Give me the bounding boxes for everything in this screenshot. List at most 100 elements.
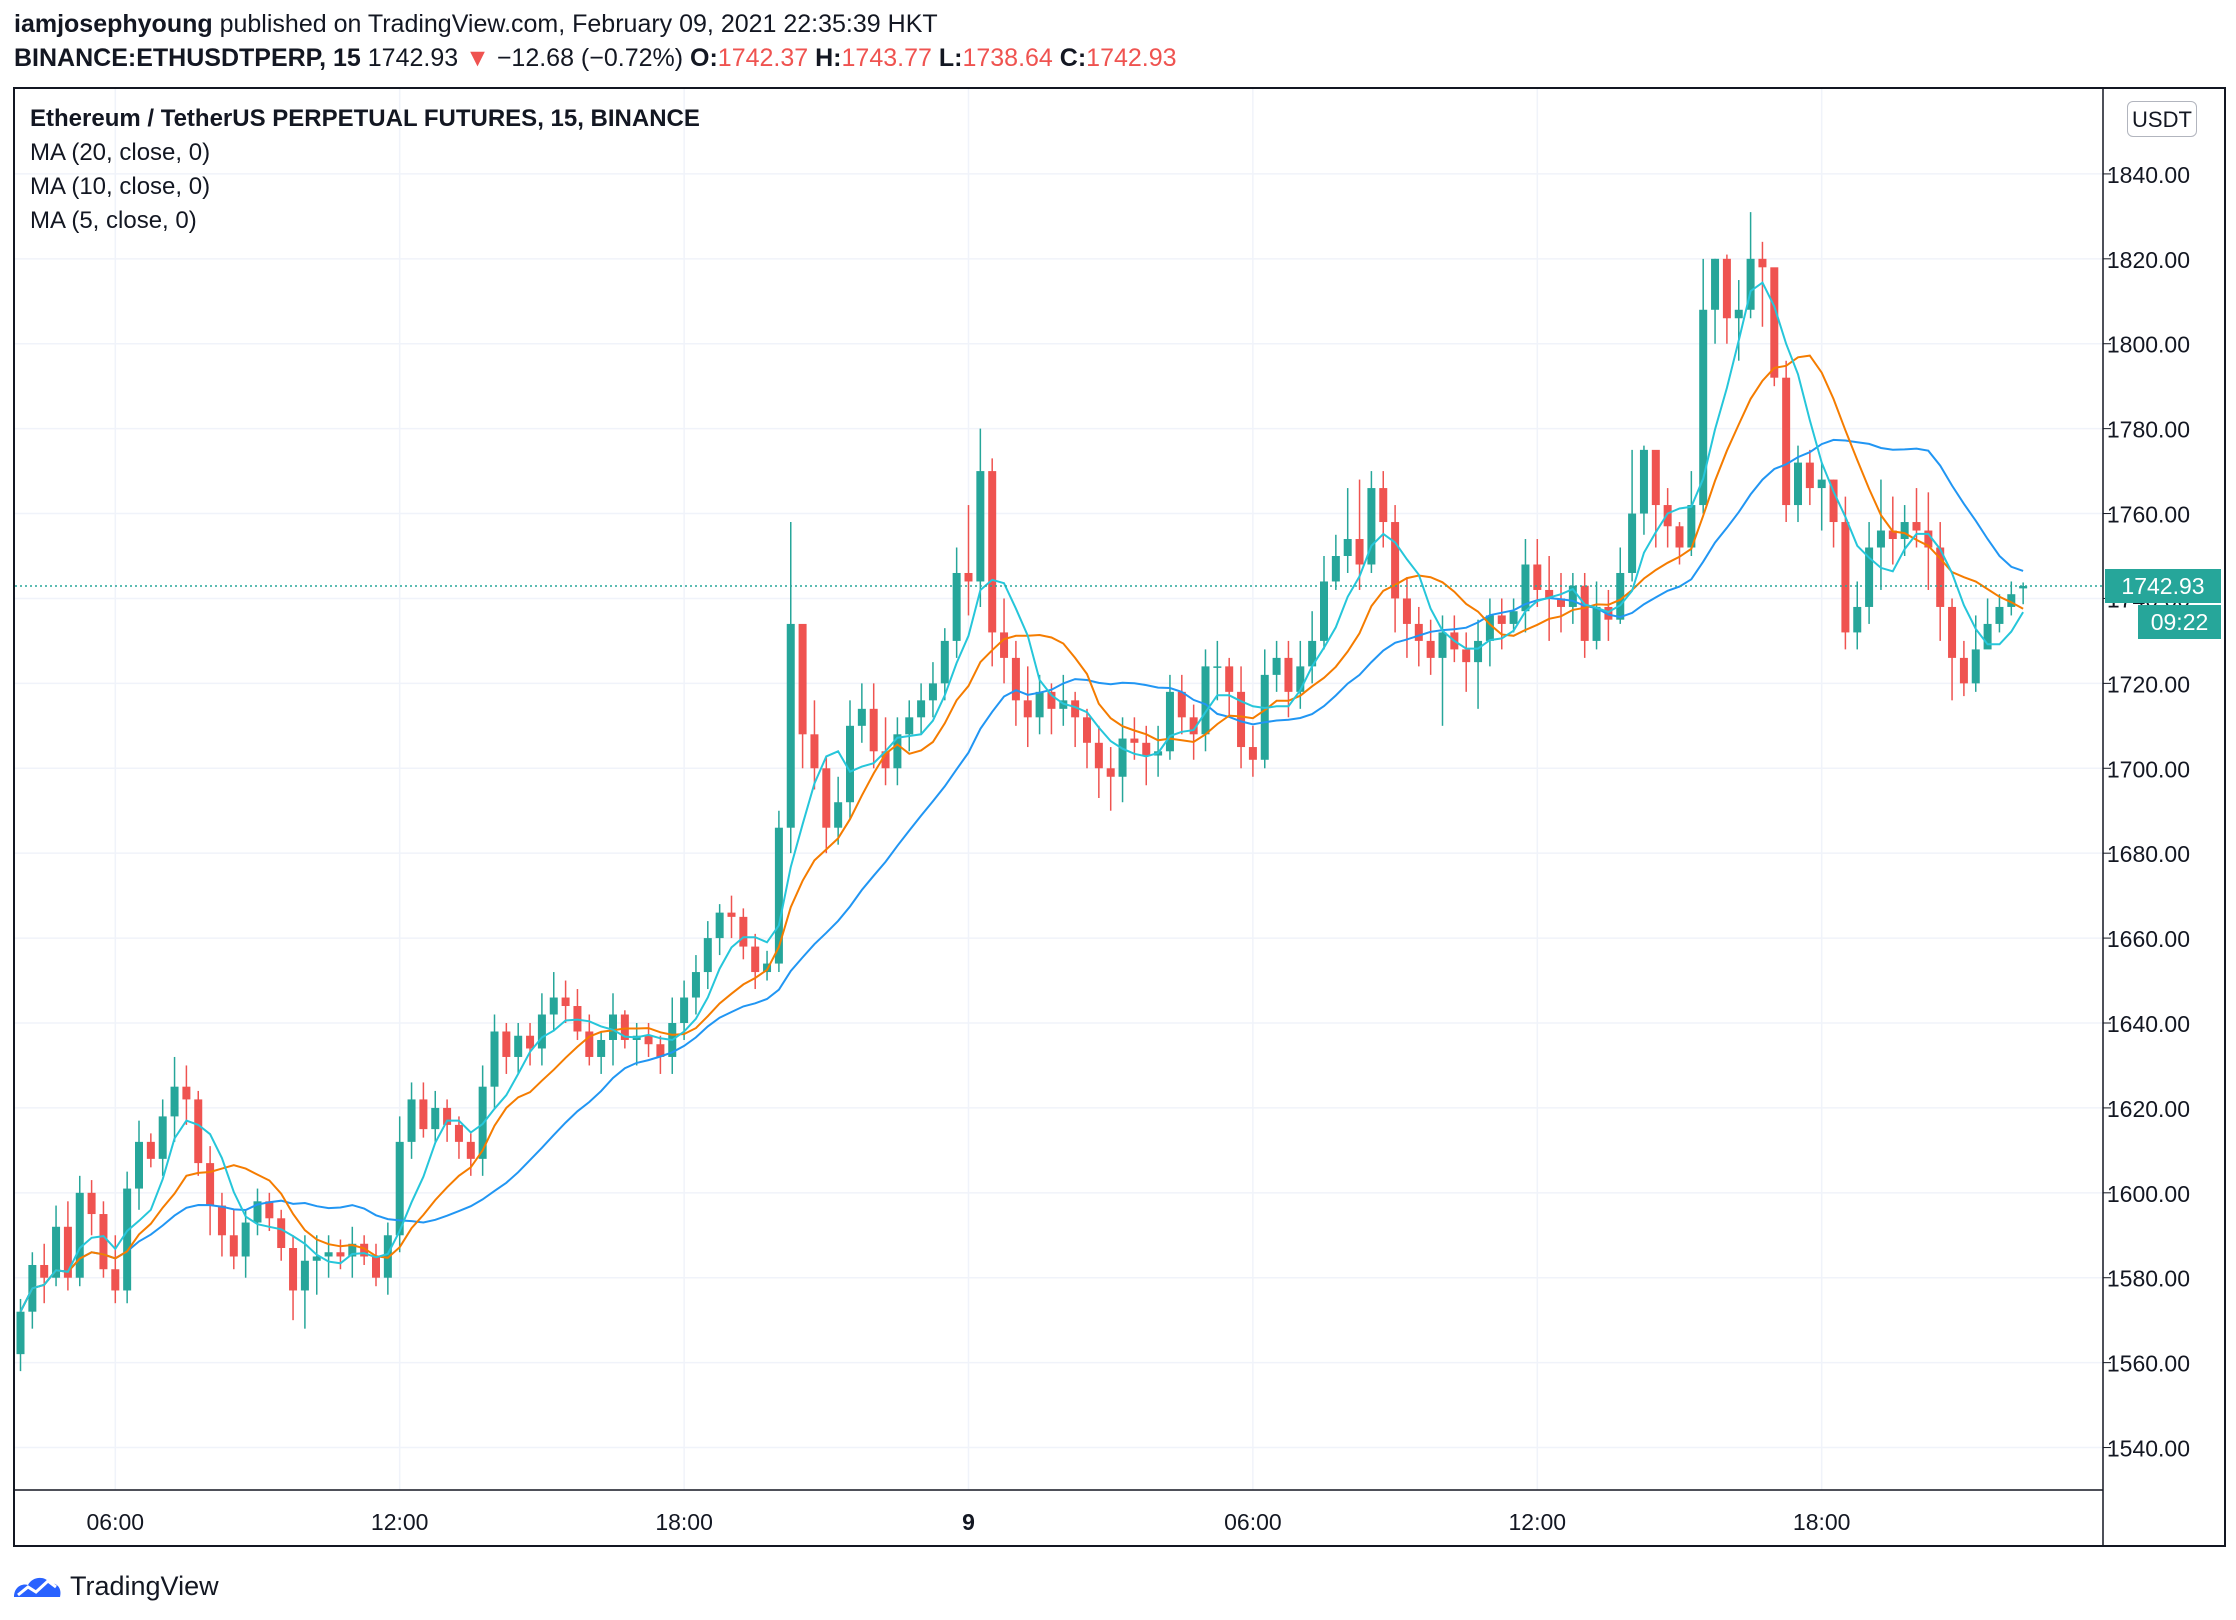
y-tick-label: 1680.00: [2107, 841, 2190, 867]
candle: [1248, 725, 1257, 777]
candle: [135, 1120, 143, 1210]
candle-body: [158, 1116, 167, 1159]
author-name[interactable]: iamjosephyoung: [14, 10, 213, 38]
candle-body: [1343, 539, 1352, 556]
currency-button[interactable]: USDT: [2127, 101, 2197, 137]
candle-body: [454, 1124, 463, 1142]
candle: [834, 776, 843, 845]
candle-body: [1568, 585, 1577, 607]
candle-body: [146, 1141, 155, 1159]
candle: [1557, 572, 1565, 633]
candle-body: [466, 1141, 475, 1159]
y-tick-label: 1540.00: [2107, 1436, 2190, 1462]
candle-body: [857, 708, 866, 726]
y-tick-label: 1660.00: [2107, 926, 2190, 952]
candle-body: [502, 1031, 511, 1057]
candle: [111, 1235, 120, 1304]
candle-body: [1782, 377, 1791, 506]
candle-body: [822, 768, 831, 828]
candle-body: [111, 1269, 120, 1291]
candle: [206, 1146, 215, 1236]
legend-ma10[interactable]: MA (10, close, 0): [30, 173, 211, 200]
candle: [502, 1023, 511, 1074]
candle: [52, 1205, 61, 1287]
candle: [1071, 691, 1080, 748]
candle-body: [1237, 691, 1246, 748]
tradingview-brand[interactable]: TradingView: [70, 1570, 219, 1601]
candle-body: [1865, 547, 1874, 607]
candle: [1628, 449, 1637, 582]
candle-body: [1545, 589, 1554, 599]
candle: [1320, 556, 1328, 650]
candle-body: [1485, 615, 1494, 641]
candle-body: [1438, 632, 1447, 658]
candle-body: [16, 1311, 25, 1355]
symbol-label: BINANCE:ETHUSDTPERP, 15: [14, 44, 361, 72]
candle-body: [561, 997, 570, 1007]
candle: [324, 1235, 333, 1278]
candle: [1284, 640, 1293, 718]
candle-body: [277, 1218, 286, 1249]
candle-body: [1794, 462, 1802, 506]
candle: [1865, 522, 1874, 624]
candle-body: [372, 1256, 380, 1278]
candle-body: [1130, 738, 1139, 743]
candle: [1023, 666, 1032, 748]
candle: [585, 1014, 594, 1066]
candle-body: [881, 751, 890, 769]
candle-body: [905, 717, 914, 735]
candle-body: [419, 1099, 428, 1130]
candle-body: [206, 1163, 215, 1206]
candle-body: [170, 1086, 179, 1117]
y-tick-label: 1760.00: [2107, 502, 2190, 528]
candle-body: [360, 1243, 369, 1257]
candle: [573, 989, 582, 1040]
candle-body: [976, 471, 985, 582]
candle: [372, 1243, 380, 1287]
candle-body: [1770, 267, 1779, 378]
candle: [1213, 640, 1222, 701]
candle: [1509, 598, 1518, 633]
candle-body: [2007, 594, 2016, 607]
candle: [170, 1056, 179, 1142]
candle-body: [1971, 649, 1980, 684]
candle: [952, 547, 961, 658]
candle-body: [1000, 632, 1009, 658]
candle: [1805, 449, 1814, 506]
candle: [1722, 254, 1731, 344]
legend-ma20[interactable]: MA (20, close, 0): [30, 139, 211, 166]
candle: [1331, 534, 1340, 590]
x-tick-label: 9: [962, 1509, 975, 1535]
candle-body: [644, 1035, 653, 1045]
candle: [1367, 471, 1376, 573]
candle-body: [1331, 556, 1340, 582]
candle-body: [1699, 309, 1708, 506]
candle-body: [1035, 691, 1044, 718]
tradingview-logo-icon[interactable]: [12, 1571, 64, 1601]
x-tick-label: 12:00: [1509, 1509, 1567, 1535]
candle: [1343, 488, 1352, 573]
candle: [1000, 598, 1009, 684]
candle-body: [964, 572, 973, 582]
candle: [1296, 640, 1305, 709]
legend-ma5[interactable]: MA (5, close, 0): [30, 207, 197, 234]
candle: [277, 1209, 286, 1261]
candle-body: [431, 1107, 440, 1130]
candle-body: [1201, 666, 1210, 735]
candle-body: [1936, 547, 1945, 607]
candle: [549, 972, 558, 1032]
candle-body: [1165, 691, 1174, 752]
candle-body: [1225, 666, 1234, 692]
candle: [265, 1192, 274, 1232]
candle-body: [1142, 742, 1151, 756]
candle: [1592, 581, 1601, 650]
open-value: 1742.37: [717, 44, 809, 72]
y-tick-label: 1820.00: [2107, 247, 2190, 273]
x-tick-label: 06:00: [87, 1509, 145, 1535]
candle-body: [1628, 513, 1637, 573]
candle-body: [727, 912, 736, 917]
candle-body: [1580, 585, 1589, 641]
candle: [1106, 747, 1115, 811]
candle: [1948, 598, 1957, 701]
